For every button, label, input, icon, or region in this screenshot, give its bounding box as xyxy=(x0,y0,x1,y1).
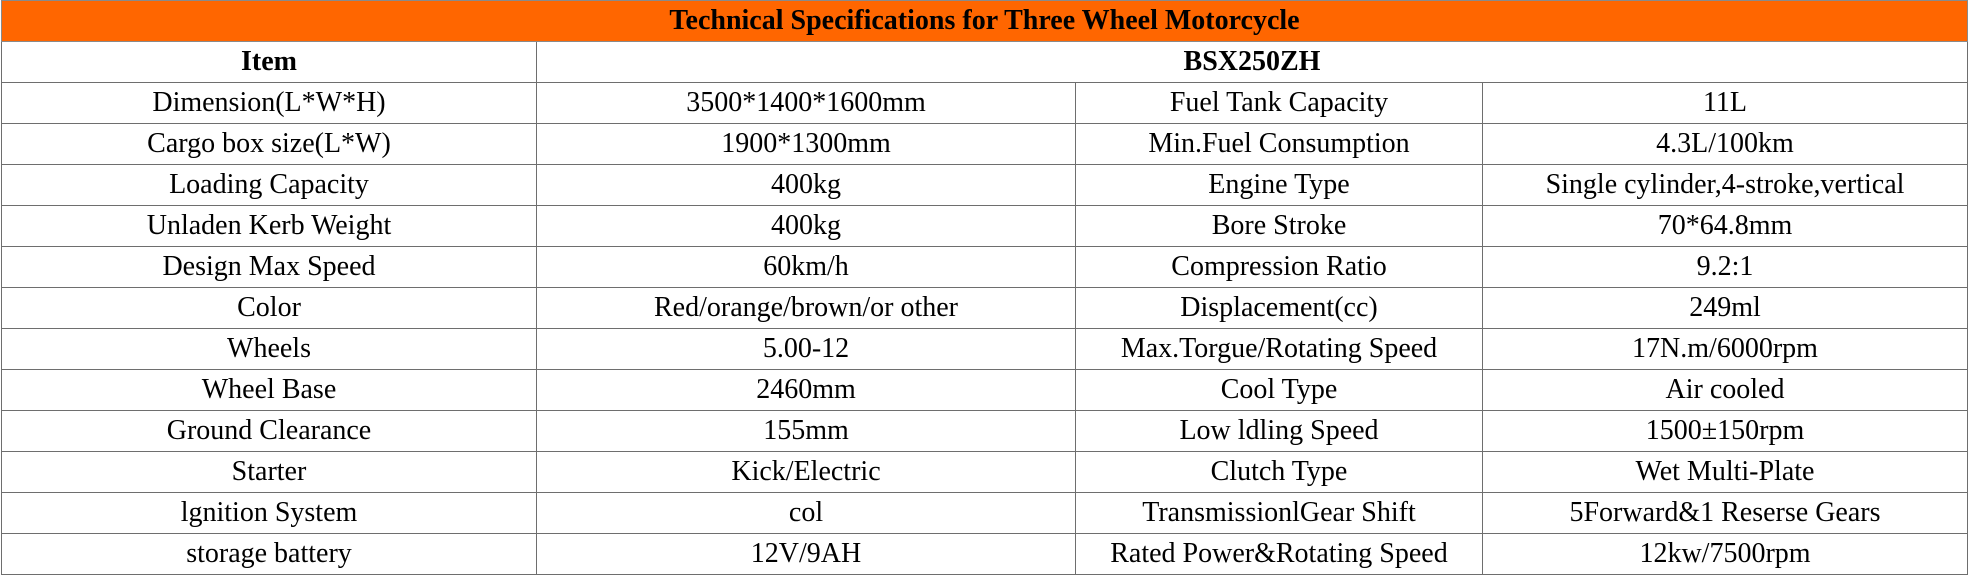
spec-label: Unladen Kerb Weight xyxy=(1,205,537,247)
spec-label: Fuel Tank Capacity xyxy=(1075,82,1483,124)
table-row: Design Max Speed 60km/h Compression Ratio 9… xyxy=(1,246,1968,288)
spec-value: 400kg xyxy=(536,205,1076,247)
spec-label: Loading Capacity xyxy=(1,164,537,206)
spec-label: lgnition System xyxy=(1,492,537,534)
spec-value: 155mm xyxy=(536,410,1076,452)
spec-label: Low ldling Speed xyxy=(1075,410,1483,452)
spec-label: TransmissionlGear Shift xyxy=(1075,492,1483,534)
spec-value: 5.00-12 xyxy=(536,328,1076,370)
spec-value: 70*64.8mm xyxy=(1482,205,1968,247)
spec-value: 400kg xyxy=(536,164,1076,206)
spec-value: 1500±150rpm xyxy=(1482,410,1968,452)
table-row: storage battery 12V/9AH Rated Power&Rotati… xyxy=(1,533,1968,575)
spec-label: Displacement(cc) xyxy=(1075,287,1483,329)
spec-label: Dimension(L*W*H) xyxy=(1,82,537,124)
spec-label: Ground Clearance xyxy=(1,410,537,452)
spec-value: Air cooled xyxy=(1482,369,1968,411)
spec-value: 2460mm xyxy=(536,369,1076,411)
spec-label: Compression Ratio xyxy=(1075,246,1483,288)
table-row: Color Red/orange/brown/or other Displaceme… xyxy=(1,287,1968,329)
table-row: Unladen Kerb Weight 400kg Bore Stroke 70*64… xyxy=(1,205,1968,247)
spec-value: 9.2:1 xyxy=(1482,246,1968,288)
spec-value: 11L xyxy=(1482,82,1968,124)
spec-value: Wet Multi-Plate xyxy=(1482,451,1968,493)
spec-label: Bore Stroke xyxy=(1075,205,1483,247)
spec-label: Color xyxy=(1,287,537,329)
spec-value: Red/orange/brown/or other xyxy=(536,287,1076,329)
spec-value: 5Forward&1 Reserse Gears xyxy=(1482,492,1968,534)
table-row: Wheel Base 2460mm Cool Type Air cooled xyxy=(1,369,1968,411)
spec-value: 1900*1300mm xyxy=(536,123,1076,165)
table-row: Loading Capacity 400kg Engine Type Single c… xyxy=(1,164,1968,206)
table-row: Dimension(L*W*H) 3500*1400*1600mm Fuel Tan… xyxy=(1,82,1968,124)
spec-value: 12V/9AH xyxy=(536,533,1076,575)
spec-value: 4.3L/100km xyxy=(1482,123,1968,165)
model-header: BSX250ZH xyxy=(536,41,1968,83)
spec-value: 3500*1400*1600mm xyxy=(536,82,1076,124)
table-row: lgnition System col TransmissionlGear Shif… xyxy=(1,492,1968,534)
table-title: Technical Specifications for Three Wheel… xyxy=(1,0,1968,42)
spec-label: Cool Type xyxy=(1075,369,1483,411)
spec-label: Engine Type xyxy=(1075,164,1483,206)
spec-value: 17N.m/6000rpm xyxy=(1482,328,1968,370)
table-row: Starter Kick/Electric Clutch Type Wet Multi… xyxy=(1,451,1968,493)
spec-value: 249ml xyxy=(1482,287,1968,329)
spec-value: Kick/Electric xyxy=(536,451,1076,493)
item-header: Item xyxy=(1,41,537,83)
title-row: Technical Specifications for Three Wheel… xyxy=(1,0,1968,42)
spec-label: Cargo box size(L*W) xyxy=(1,123,537,165)
header-row: Item BSX250ZH xyxy=(1,41,1968,83)
table-row: Ground Clearance 155mm Low ldling Speed 150… xyxy=(1,410,1968,452)
spec-value: col xyxy=(536,492,1076,534)
table-row: Cargo box size(L*W) 1900*1300mm Min.Fuel C… xyxy=(1,123,1968,165)
spec-label: Wheel Base xyxy=(1,369,537,411)
spec-label: Min.Fuel Consumption xyxy=(1075,123,1483,165)
spec-label: Wheels xyxy=(1,328,537,370)
table-row: Wheels 5.00-12 Max.Torgue/Rotating Speed 17… xyxy=(1,328,1968,370)
spec-value: Single cylinder,4-stroke,vertical xyxy=(1482,164,1968,206)
spec-value: 12kw/7500rpm xyxy=(1482,533,1968,575)
spec-label: Starter xyxy=(1,451,537,493)
spec-label: Design Max Speed xyxy=(1,246,537,288)
spec-label: Max.Torgue/Rotating Speed xyxy=(1075,328,1483,370)
spec-label: Rated Power&Rotating Speed xyxy=(1075,533,1483,575)
spec-label: Clutch Type xyxy=(1075,451,1483,493)
spec-label: storage battery xyxy=(1,533,537,575)
spec-value: 60km/h xyxy=(536,246,1076,288)
